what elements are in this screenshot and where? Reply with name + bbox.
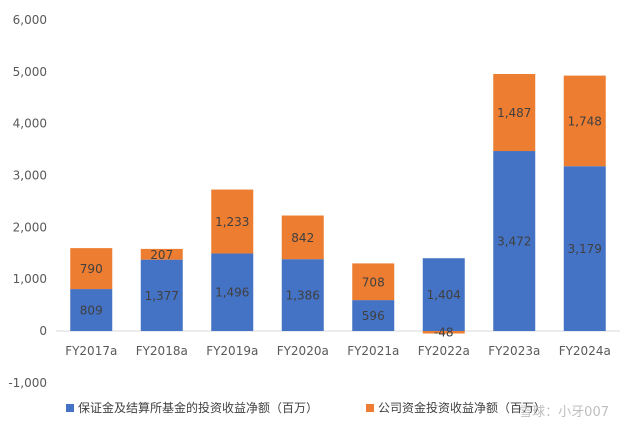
bar-segment <box>211 253 254 331</box>
x-tick-label: FY2018a <box>136 344 188 358</box>
y-tick-label: -1,000 <box>8 376 47 390</box>
bar-segment <box>70 289 113 331</box>
data-label: 1,377 <box>145 289 179 303</box>
data-label: 1,404 <box>427 288 461 302</box>
legend: 保证金及结算所基金的投资收益净额（百万） 公司资金投资收益净额（百万） <box>66 400 546 415</box>
bar-segment <box>422 331 465 334</box>
legend-label: 公司资金投资收益净额（百万） <box>378 400 546 415</box>
bar-segment <box>563 166 606 331</box>
bar-segment <box>281 259 324 331</box>
data-label: 3,179 <box>568 242 602 256</box>
data-label: 1,748 <box>568 114 602 128</box>
bar-segment <box>211 189 254 254</box>
bar-segment <box>70 248 113 290</box>
data-label: 842 <box>291 231 314 245</box>
data-label: 207 <box>150 248 173 262</box>
bar-segment <box>493 151 536 331</box>
bar-segment <box>281 215 324 260</box>
data-label: 708 <box>362 275 385 289</box>
x-tick-label: FY2017a <box>65 344 117 358</box>
data-label: 790 <box>80 262 103 276</box>
y-tick-label: 0 <box>39 324 47 338</box>
watermark-text: 雪球：小牙007 <box>519 405 609 420</box>
bar-segment <box>493 73 536 152</box>
y-tick-label: 2,000 <box>13 220 47 234</box>
data-label: 1,233 <box>215 215 249 229</box>
y-tick-label: 1,000 <box>13 272 47 286</box>
data-label: -48 <box>434 326 454 340</box>
x-tick-label: FY2020a <box>277 344 329 358</box>
data-label: 809 <box>80 304 103 318</box>
data-label: 1,496 <box>215 286 249 300</box>
x-tick-label: FY2023a <box>488 344 540 358</box>
legend-swatch <box>66 404 74 412</box>
x-tick-label: FY2021a <box>347 344 399 358</box>
bar-segment <box>140 248 183 260</box>
bar-segment <box>422 258 465 331</box>
data-label: 1,487 <box>497 106 531 120</box>
axis-layer: -1,000 0 1,000 2,000 3,000 4,000 5,000 6,000 FY2… <box>8 13 620 390</box>
y-tick-label: 6,000 <box>13 13 47 27</box>
x-tick-label: FY2022a <box>418 344 470 358</box>
bar-segment <box>563 75 606 167</box>
bar-segment <box>140 259 183 331</box>
x-tick-label: FY2019a <box>206 344 258 358</box>
bars-layer <box>70 73 606 334</box>
legend-label: 保证金及结算所基金的投资收益净额（百万） <box>78 400 318 415</box>
data-label: 3,472 <box>497 235 531 249</box>
data-labels-layer: 809 790 1,377 207 1,496 1,233 1,386 842 596 708 1,… <box>80 106 602 340</box>
y-tick-label: 4,000 <box>13 117 47 131</box>
data-label: 596 <box>362 309 385 323</box>
bar-segment <box>352 300 395 331</box>
y-tick-label: 3,000 <box>13 169 47 183</box>
data-label: 1,386 <box>286 289 320 303</box>
y-tick-label: 5,000 <box>13 65 47 79</box>
bar-segment <box>352 263 395 301</box>
x-tick-label: FY2024a <box>559 344 611 358</box>
legend-swatch <box>366 404 374 412</box>
